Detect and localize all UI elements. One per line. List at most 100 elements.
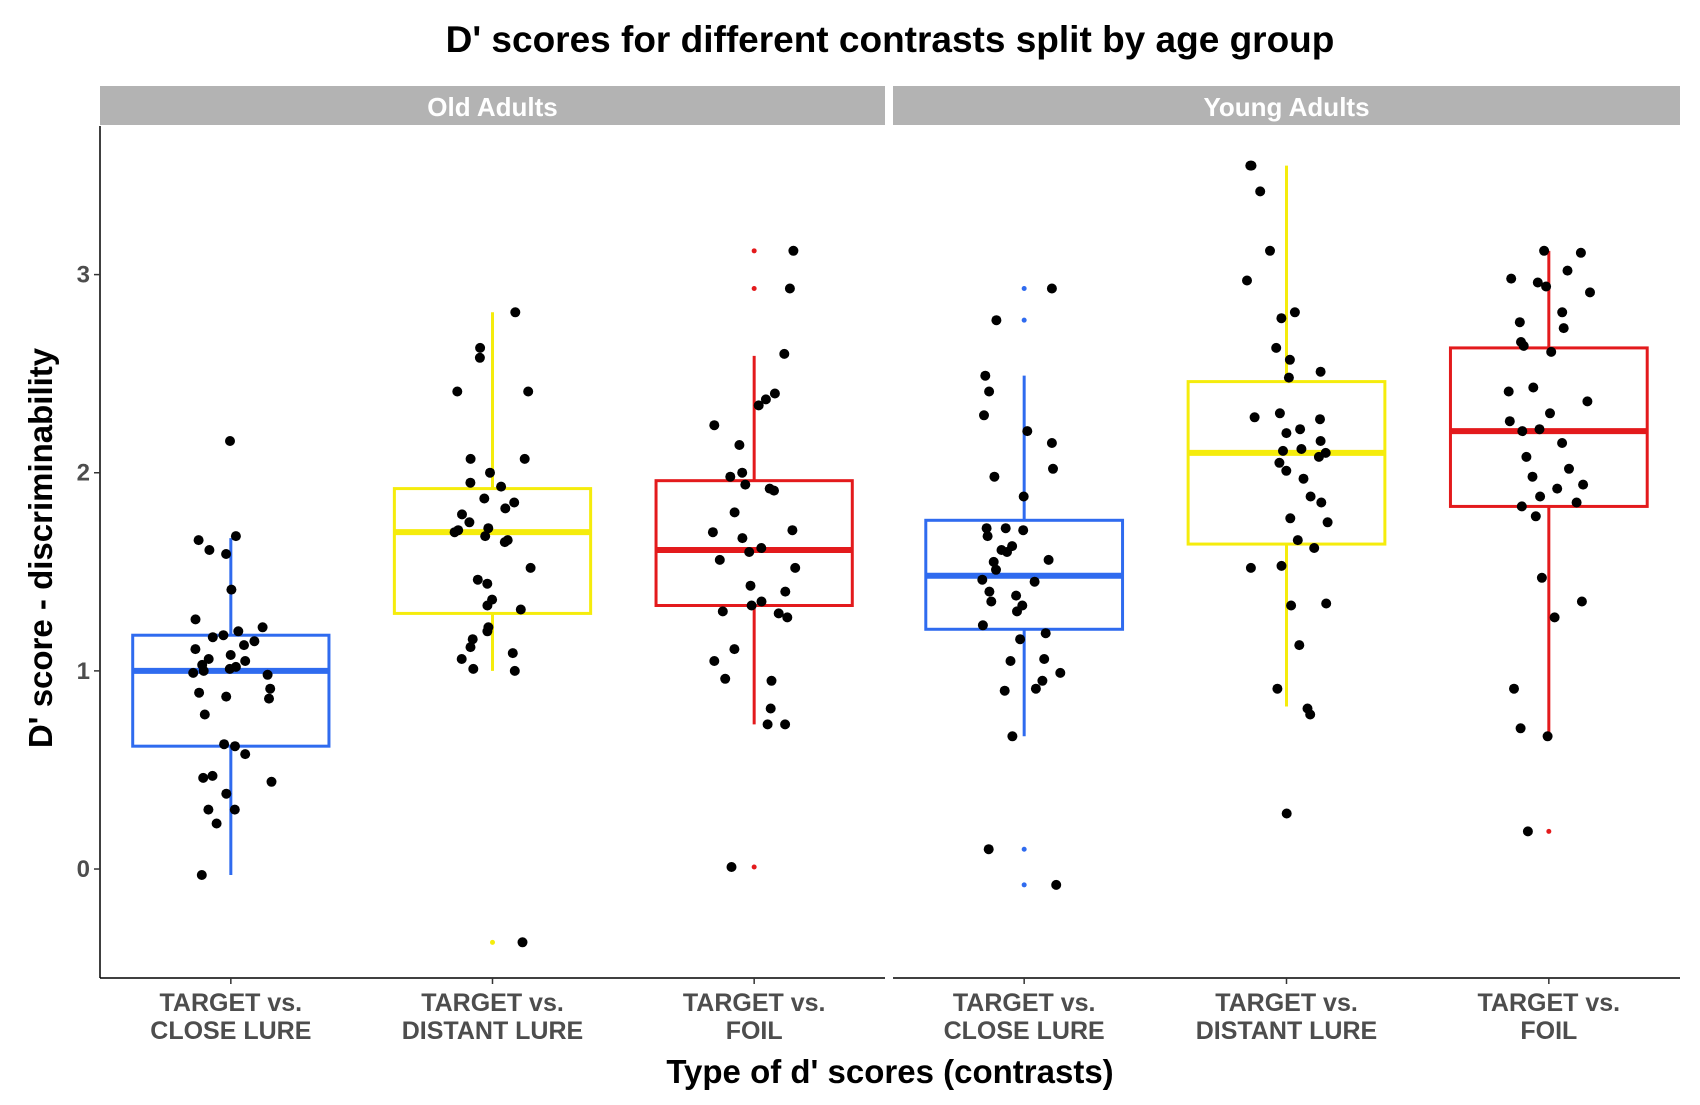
data-point	[207, 770, 218, 781]
data-point	[467, 634, 478, 645]
data-point	[262, 669, 273, 680]
data-point	[981, 523, 992, 534]
data-point	[1274, 408, 1285, 419]
data-point	[239, 640, 249, 651]
data-point	[1030, 683, 1041, 694]
data-point	[1528, 382, 1539, 393]
data-point	[1292, 535, 1303, 546]
data-point	[780, 719, 791, 730]
data-point	[515, 604, 526, 615]
data-point	[1007, 731, 1018, 742]
data-point	[1305, 491, 1316, 502]
data-point	[744, 547, 755, 557]
data-point	[991, 315, 1002, 326]
data-point	[788, 245, 799, 256]
data-point	[1295, 424, 1306, 435]
data-point	[475, 342, 486, 353]
data-point	[482, 626, 493, 637]
outlier-point	[1021, 317, 1027, 323]
data-point	[265, 683, 276, 694]
chart-title: D' scores for different contrasts split …	[446, 19, 1335, 60]
data-point	[1271, 342, 1282, 353]
data-point	[1322, 517, 1333, 528]
data-point	[784, 283, 795, 294]
data-point	[1534, 424, 1545, 435]
data-point	[756, 543, 767, 553]
data-point	[1040, 628, 1051, 639]
data-point	[1272, 683, 1283, 694]
data-point	[977, 620, 988, 631]
data-point	[1562, 265, 1573, 276]
data-point	[760, 394, 771, 405]
y-axis-title: D' score - discriminability	[22, 347, 59, 748]
data-point	[1039, 654, 1050, 664]
data-point	[1029, 576, 1040, 587]
data-point	[1005, 656, 1016, 666]
data-point	[790, 562, 801, 573]
data-point	[1046, 283, 1057, 294]
outlier-point	[1546, 828, 1552, 834]
data-point	[753, 400, 764, 411]
data-point	[717, 606, 728, 617]
outlier-point	[751, 864, 757, 870]
data-point	[1315, 366, 1326, 377]
data-point	[240, 749, 251, 760]
data-point	[211, 818, 222, 829]
data-point	[1564, 463, 1574, 474]
data-point	[221, 691, 232, 702]
data-point	[989, 471, 1000, 482]
data-point	[196, 870, 207, 880]
outlier-point	[1021, 846, 1027, 852]
data-point	[1549, 612, 1560, 623]
data-point	[1557, 438, 1568, 448]
facet-strip	[100, 86, 885, 125]
data-point	[1286, 600, 1297, 611]
data-point	[720, 673, 731, 684]
x-tick-label: TARGET vs.	[1478, 989, 1621, 1017]
x-tick-label: FOIL	[726, 1017, 783, 1045]
data-point	[203, 654, 214, 664]
data-point	[762, 719, 773, 730]
data-point	[457, 509, 467, 520]
boxplot-1	[924, 283, 1125, 890]
data-point	[230, 531, 241, 542]
x-tick-label: DISTANT LURE	[1196, 1017, 1377, 1045]
data-point	[999, 685, 1010, 696]
data-point	[194, 687, 205, 698]
data-point	[729, 507, 740, 518]
data-point	[1509, 683, 1519, 694]
data-point	[977, 574, 988, 585]
data-point	[266, 776, 277, 787]
facet-strip	[893, 86, 1680, 125]
data-point	[1281, 465, 1292, 476]
data-point	[1535, 491, 1546, 502]
x-axis-title: Type of d' scores (contrasts)	[666, 1053, 1113, 1090]
data-point	[464, 517, 475, 528]
data-point	[1578, 479, 1589, 490]
data-point	[1585, 287, 1595, 298]
data-point	[1289, 307, 1300, 318]
data-point	[1315, 436, 1326, 446]
data-point	[773, 608, 784, 619]
data-point	[779, 348, 790, 359]
data-point	[198, 665, 209, 676]
data-point	[988, 556, 999, 567]
data-point	[1530, 511, 1541, 522]
data-point	[525, 562, 536, 573]
data-point	[1309, 543, 1320, 553]
data-point	[225, 650, 236, 660]
y-tick-label: 1	[77, 658, 90, 685]
data-point	[264, 693, 274, 704]
data-point	[740, 479, 751, 490]
data-point	[1046, 438, 1057, 448]
data-point	[224, 663, 235, 674]
data-point	[198, 772, 209, 783]
data-point	[1542, 731, 1553, 742]
data-point	[1015, 634, 1026, 645]
data-point	[765, 703, 776, 714]
data-point	[257, 622, 268, 633]
data-point	[787, 525, 798, 536]
boxplot-2	[1186, 160, 1387, 819]
